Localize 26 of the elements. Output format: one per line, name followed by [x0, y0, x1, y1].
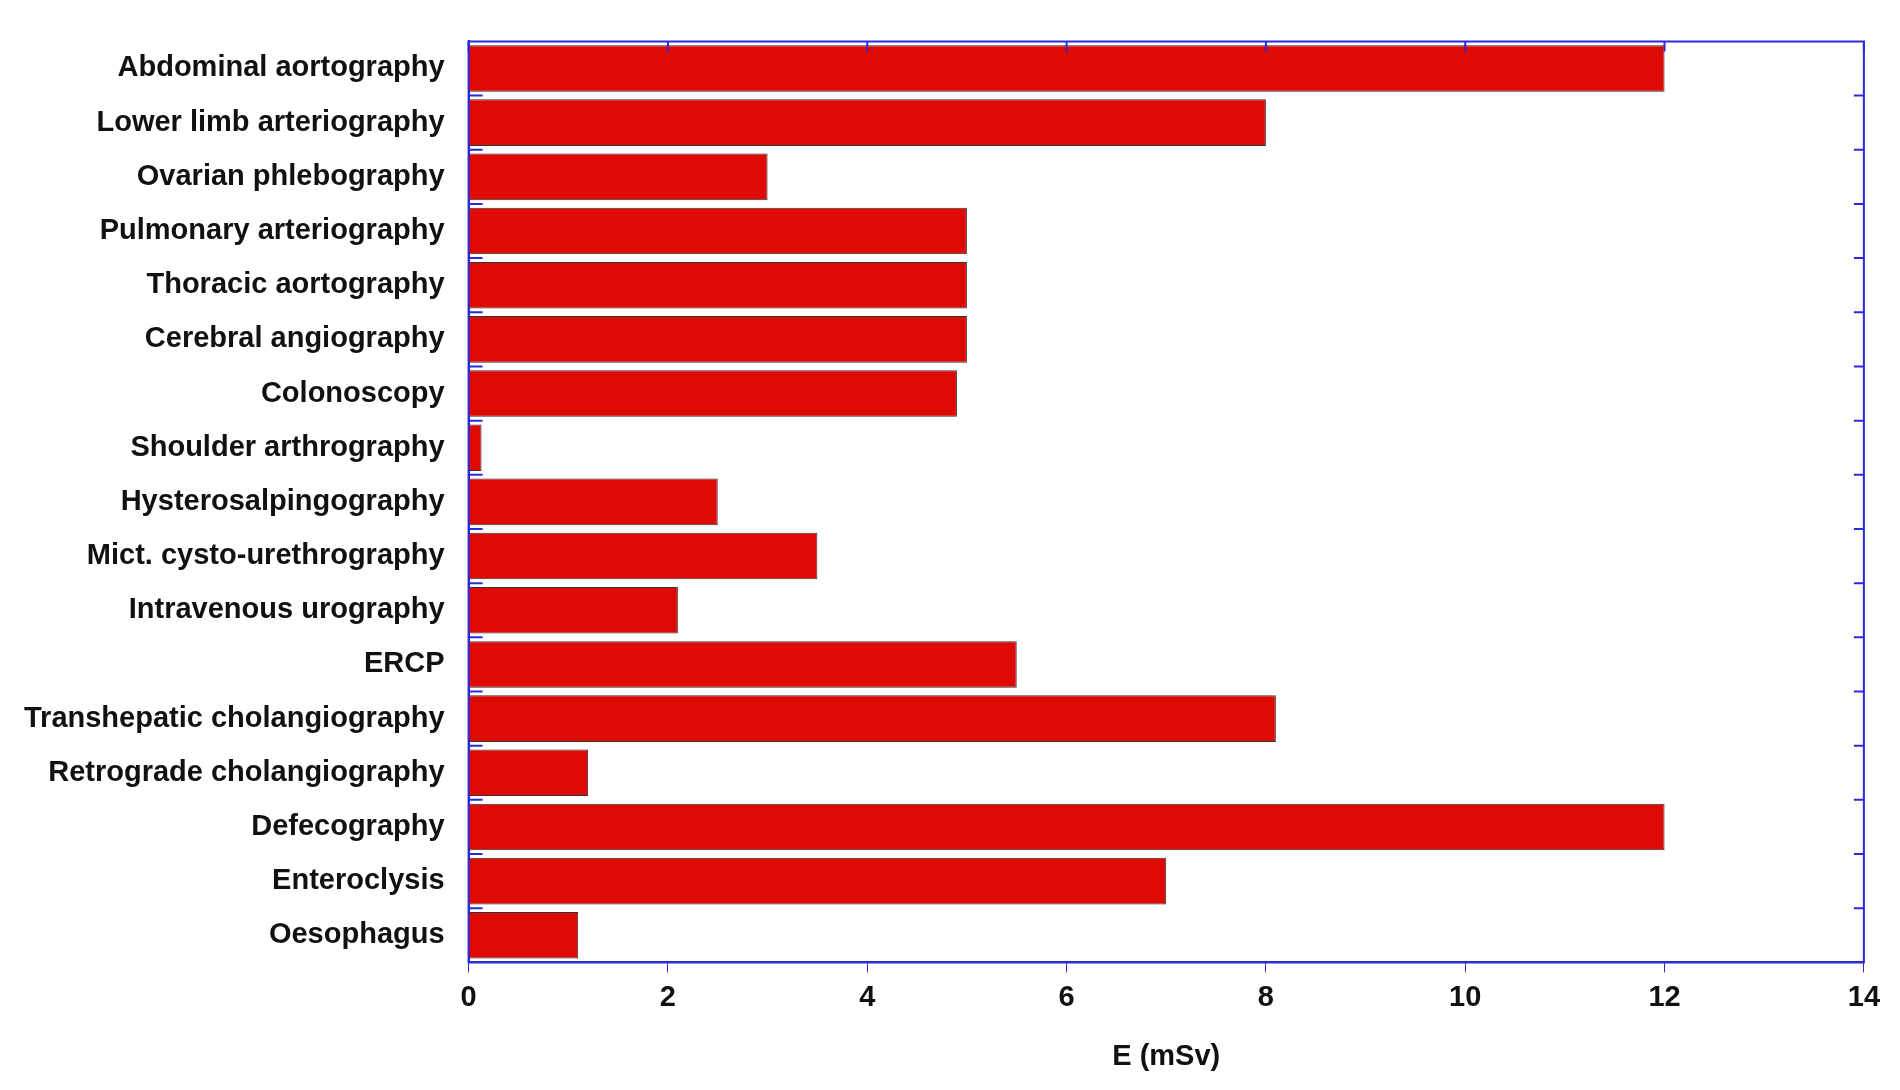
x-tick-label: 14: [1847, 979, 1880, 1012]
x-tick-label: 6: [1058, 979, 1075, 1012]
y-tick-label: ERCP: [364, 646, 445, 679]
y-tick-label: Oesophagus: [268, 917, 445, 950]
y-tick-label: Cerebral angiography: [144, 321, 445, 354]
y-tick-label: Defecography: [251, 808, 445, 841]
x-tick-label: 4: [859, 979, 876, 1012]
y-tick-label: Colonoscopy: [260, 375, 445, 408]
y-tick-label: Retrograde cholangiography: [48, 754, 445, 787]
y-tick-label: Hysterosalpingography: [120, 483, 445, 516]
x-tick-label: 2: [659, 979, 676, 1012]
y-tick-label: Pulmonary arteriography: [99, 213, 445, 246]
x-tick-label: 10: [1449, 979, 1482, 1012]
y-tick-label: Ovarian phlebography: [136, 158, 445, 191]
x-axis-title: E (mSv): [1112, 1038, 1221, 1071]
x-tick-label: 12: [1648, 979, 1681, 1012]
x-tick-label: 8: [1257, 979, 1274, 1012]
y-tick-label: Abdominal aortography: [117, 50, 445, 83]
x-tick-label: 0: [460, 979, 477, 1012]
y-tick-label: Lower limb arteriography: [96, 104, 445, 137]
y-tick-label: Intravenous urography: [128, 592, 445, 625]
y-tick-label: Mict. cysto-urethrography: [86, 538, 445, 571]
y-tick-label: Shoulder arthrography: [130, 429, 445, 462]
y-tick-label: Thoracic aortography: [146, 267, 445, 300]
y-tick-label: Enteroclysis: [272, 863, 445, 896]
y-tick-label: Transhepatic cholangiography: [23, 700, 445, 733]
